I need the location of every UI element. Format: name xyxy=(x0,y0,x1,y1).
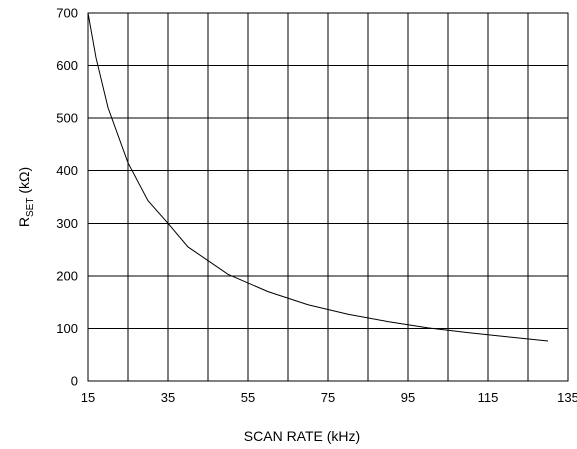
y-tick-label: 600 xyxy=(56,58,78,73)
y-tick-label: 700 xyxy=(56,6,78,21)
x-tick-labels: 15 35 55 75 95 115 135 xyxy=(81,390,577,405)
x-tick-label: 35 xyxy=(161,390,175,405)
plot-area-frame xyxy=(87,12,569,382)
x-tick-label: 115 xyxy=(478,390,499,405)
y-tick-label: 500 xyxy=(56,111,78,126)
y-tick-label: 200 xyxy=(56,268,78,283)
y-axis-title-subscript: SET xyxy=(25,198,36,217)
y-axis-title-main: R xyxy=(16,217,32,227)
y-axis-title: RSET (kΩ) xyxy=(16,167,36,227)
x-tick-label: 55 xyxy=(241,390,255,405)
y-axis-title-unit: (kΩ) xyxy=(16,167,32,198)
rset-curve xyxy=(87,12,549,342)
y-tick-label: 100 xyxy=(56,321,78,336)
x-tick-label: 95 xyxy=(401,390,415,405)
x-tick-label: 15 xyxy=(81,390,95,405)
x-tick-label: 135 xyxy=(557,390,577,405)
grid-lines xyxy=(87,12,569,382)
x-axis-title: SCAN RATE (kHz) xyxy=(244,428,360,444)
y-tick-label: 300 xyxy=(56,216,78,231)
x-tick-label: 75 xyxy=(321,390,335,405)
y-tick-labels: 0 100 200 300 400 500 600 700 xyxy=(56,6,78,389)
y-tick-label: 400 xyxy=(56,163,78,178)
y-tick-label: 0 xyxy=(71,374,78,389)
